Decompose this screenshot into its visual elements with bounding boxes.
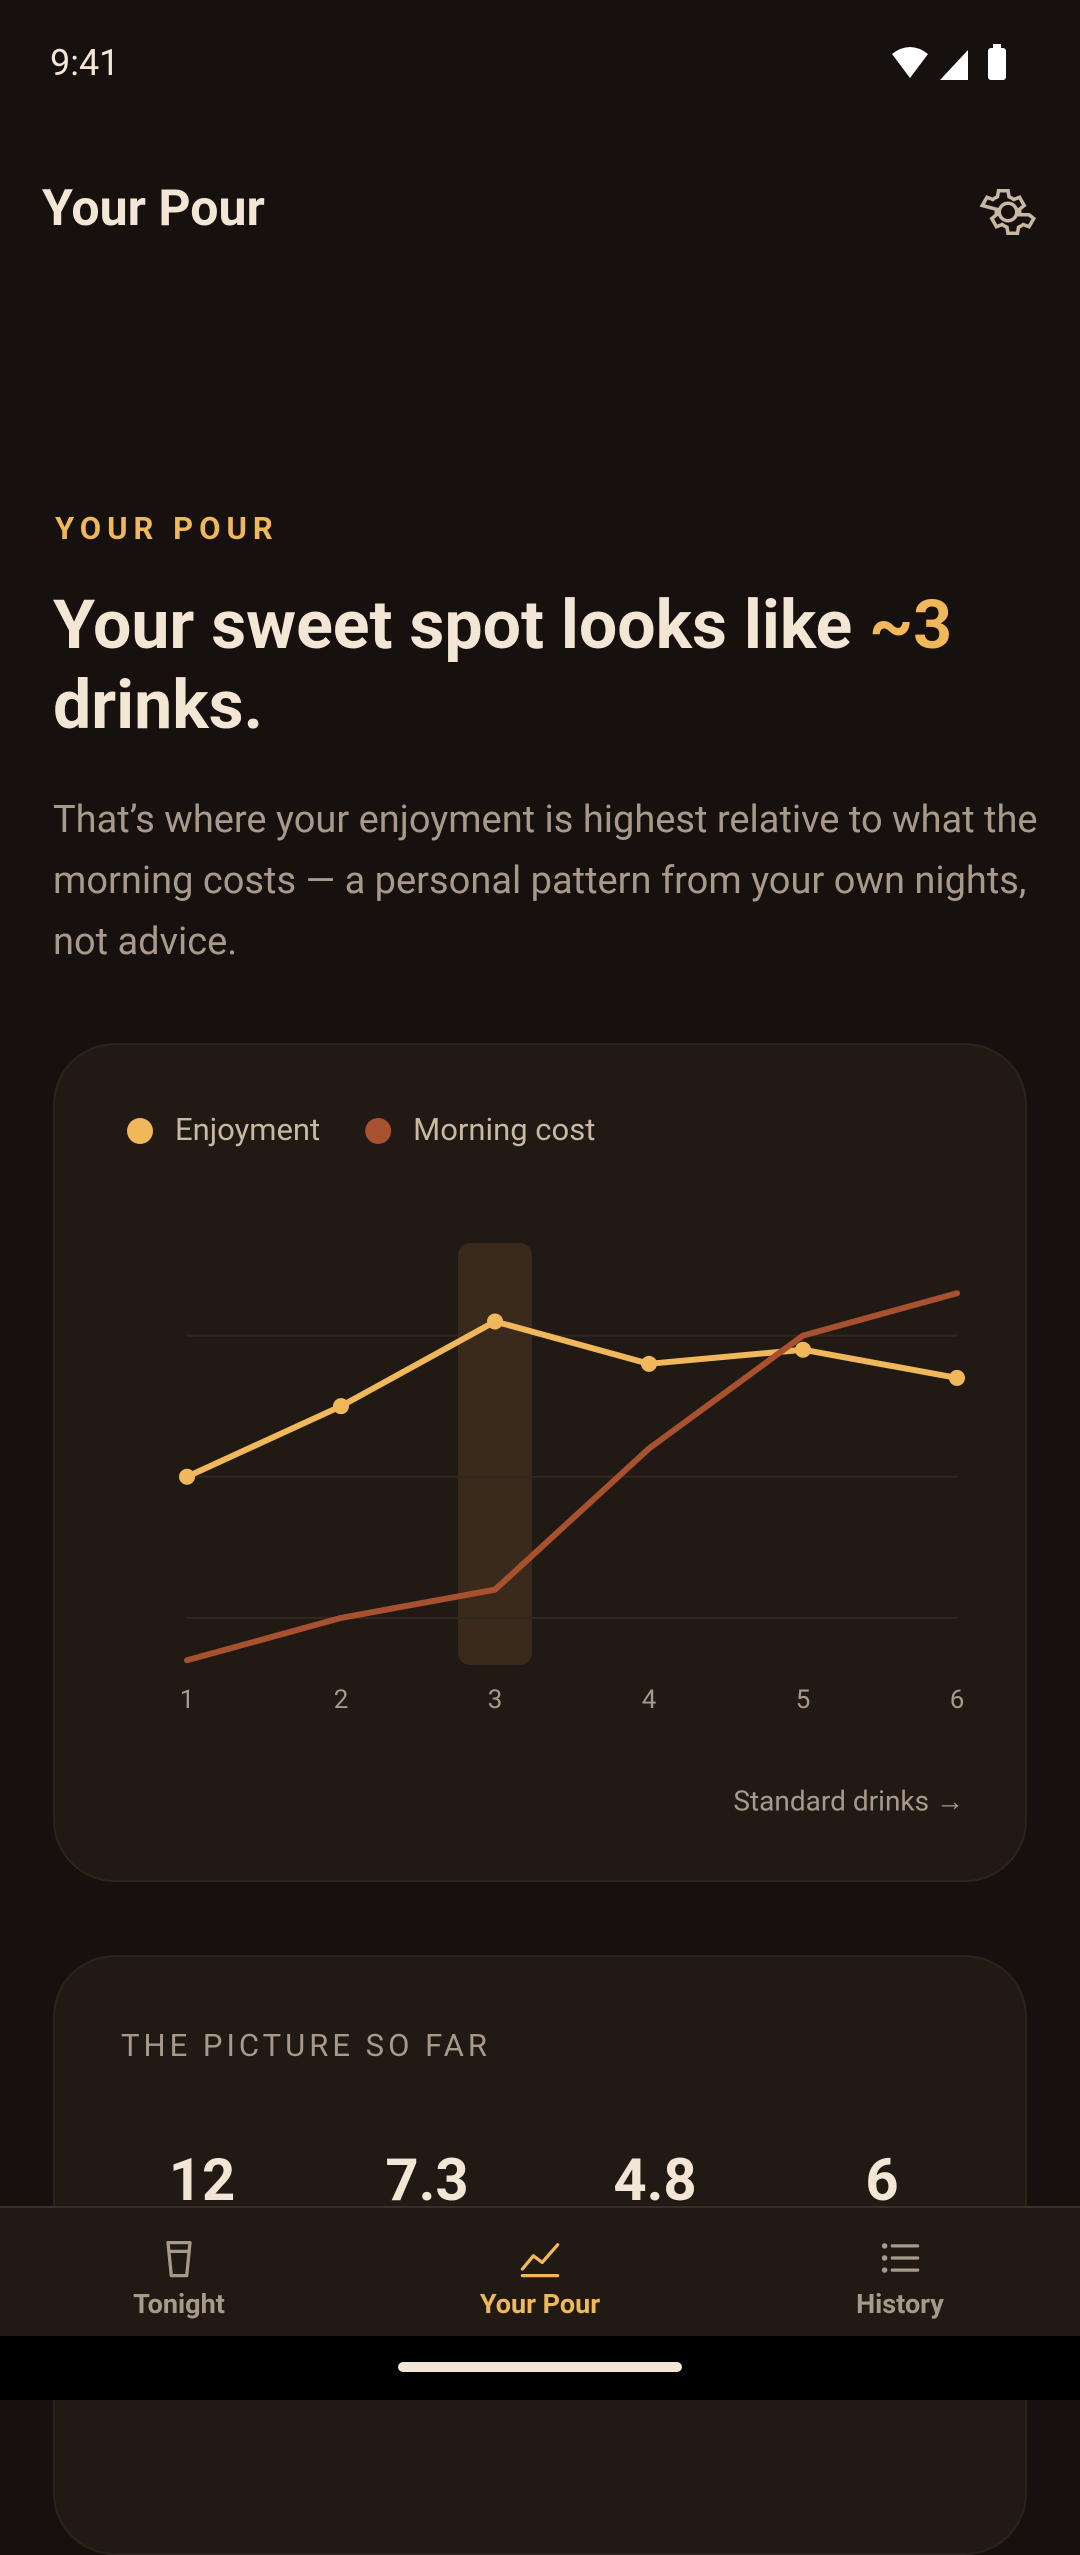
app-title: Your Pour [42,180,265,238]
nav-label: Your Pour [479,2288,601,2320]
eyebrow: YOUR POUR [55,510,279,547]
series-line [184,1290,960,1664]
nav-icon [881,2243,920,2273]
data-point [641,1355,657,1372]
x-tick-label: 2 [334,1685,349,1715]
data-point [333,1398,349,1415]
body-text: That’s where your enjoyment is highest r… [53,798,1038,964]
chart-card: Enjoyment Morning cost 1 2 3 4 5 6 Standard drin… [53,1043,1027,1882]
nav-item[interactable]: History [750,2208,1050,2338]
x-tick-label: 4 [642,1685,657,1715]
headline-text: Your sweet spot looks like [53,585,870,665]
settings-button[interactable] [978,182,1038,242]
highlight-band [458,1243,532,1665]
nav-item[interactable]: Your Pour [390,2208,690,2338]
stats-title: THE PICTURE SO FAR [121,2027,491,2064]
headline-text: drinks. [53,665,264,745]
stat-value: 6 [865,2147,899,2215]
legend-label: Morning cost [413,1111,595,1148]
headline: Your sweet spot looks like ~3 drinks. [53,585,1043,745]
data-point [179,1468,195,1485]
legend-swatch [127,1118,153,1144]
x-axis-label: Standard drinks → [733,1784,964,1817]
gesture-handle [398,2362,682,2372]
x-tick-label: 3 [488,1685,503,1715]
nav-label: History [856,2288,944,2320]
series-line [184,1318,960,1480]
data-point [795,1341,811,1358]
nav-icon [166,2240,192,2278]
screen: 9:41 Your Pour YOUR POUR Your sweet spot… [0,42,1080,2555]
legend-swatch [365,1118,392,1144]
headline-highlight: ~3 [869,585,953,665]
x-tick-label: 6 [950,1685,965,1715]
stat-value: 12 [168,2147,236,2215]
legend-label: Enjoyment [175,1111,320,1148]
status-time: 9:41 [50,42,120,84]
chart: Enjoyment Morning cost 1 2 3 4 5 6 Standard drin… [127,1111,965,1817]
nav-icon [520,2243,560,2278]
bottom-nav: Tonight Your Pour History [0,2206,1080,2336]
status-icons [892,44,1006,80]
x-tick-label: 1 [180,1685,195,1715]
x-tick-label: 5 [796,1685,811,1715]
stat-value: 4.8 [613,2147,697,2215]
nav-item[interactable]: Tonight [29,2208,329,2338]
data-point [487,1313,503,1330]
data-point [949,1369,965,1386]
stat-value: 7.3 [385,2147,469,2215]
nav-label: Tonight [133,2288,225,2320]
